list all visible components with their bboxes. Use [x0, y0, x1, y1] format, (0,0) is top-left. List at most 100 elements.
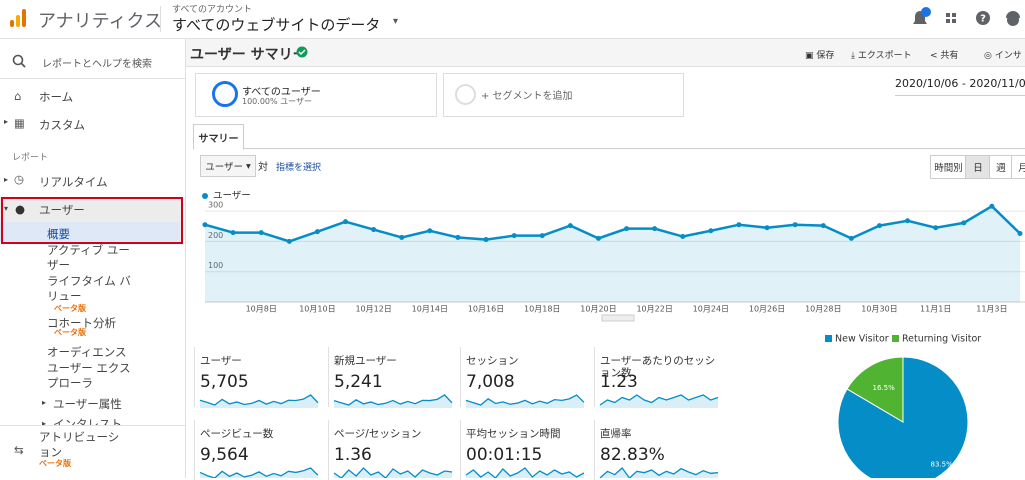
granularity-button[interactable]: 月: [1011, 155, 1025, 179]
sparkline: [599, 394, 719, 406]
add-segment-card[interactable]: [443, 73, 684, 117]
x-tick-label: 10月30日: [861, 305, 897, 314]
svg-text:?: ?: [980, 14, 986, 25]
beta-badge: ベータ版: [54, 304, 86, 313]
expand-arrow[interactable]: ▸: [4, 117, 9, 126]
metric-value: 9,564: [200, 445, 249, 465]
nav-subitem[interactable]: 概要: [47, 227, 70, 241]
report-title: ユーザー サマリー: [190, 47, 307, 63]
data-point: [848, 235, 854, 241]
metric-value: 5,241: [334, 372, 383, 392]
sparkline: [333, 467, 453, 478]
resize-handle: [601, 314, 635, 322]
pie-slice: [837, 356, 969, 478]
data-point: [652, 226, 658, 232]
sidebar: [0, 39, 186, 478]
data-point: [905, 218, 911, 224]
add-segment[interactable]: + セグメントを追加: [481, 91, 573, 102]
nav-item[interactable]: リアルタイム: [39, 175, 108, 189]
x-tick-label: 10月24日: [693, 305, 729, 314]
expand-arrow[interactable]: ▸: [4, 175, 9, 184]
legend-label: ユーザー: [213, 191, 251, 202]
legend-label: Returning Visitor: [902, 334, 981, 345]
help-icon[interactable]: [976, 11, 990, 25]
export-button[interactable]: ⤓ エクスポート: [851, 51, 912, 61]
y-tick-label: 100: [208, 261, 223, 270]
data-point: [820, 223, 826, 229]
data-point: [680, 234, 686, 240]
select-label: ユーザー: [205, 162, 243, 173]
search[interactable]: レポートとヘルプを検索: [42, 59, 152, 70]
section-title: レポート: [12, 153, 49, 163]
account[interactable]: すべてのアカウント: [172, 5, 253, 15]
sparkline: [199, 394, 319, 406]
dropdown-arrow[interactable]: ▾: [393, 16, 399, 27]
tile-divider: [594, 420, 595, 480]
tile-divider: [194, 420, 195, 480]
metric-label: セッション: [466, 355, 519, 367]
metric-label: ユーザーあたりのセッション数: [600, 355, 716, 379]
x-tick-label: 10月20日: [580, 305, 616, 314]
selected-item: [0, 222, 180, 242]
segment-card[interactable]: [195, 73, 437, 117]
granularity-button[interactable]: 週: [989, 155, 1013, 179]
x-tick-label: 10月22日: [636, 305, 672, 314]
nav-subitem[interactable]: ライフタイム バリュー: [47, 274, 131, 303]
date-range[interactable]: 2020/10/06 - 2020/11/04: [895, 77, 1025, 90]
tab[interactable]: サマリー: [193, 124, 244, 150]
nav-subitem[interactable]: ユーザー エクスプローラ: [47, 361, 131, 390]
x-tick-label: 10月8日: [246, 305, 277, 314]
segment-name: すべてのユーザー: [242, 87, 321, 98]
legend-swatch: [825, 335, 832, 342]
legend-label: New Visitor: [835, 334, 889, 345]
property[interactable]: すべてのウェブサイトのデータ: [172, 16, 381, 34]
data-point: [427, 228, 433, 234]
sparkline-area: [200, 468, 318, 478]
nav-item[interactable]: アトリビューション: [39, 430, 120, 459]
data-point: [764, 225, 770, 231]
search-icon: [12, 54, 26, 68]
expand-arrow[interactable]: ▸: [42, 398, 47, 407]
nav-item[interactable]: ホーム: [39, 90, 74, 104]
action-label: 共有: [940, 51, 959, 61]
beta-badge: ベータ版: [54, 328, 86, 337]
slice-label: 16.5%: [873, 384, 896, 392]
divider: [0, 425, 185, 426]
expand-arrow[interactable]: ▸: [42, 419, 47, 428]
data-point: [314, 229, 320, 235]
save-button[interactable]: ▣ 保存: [805, 51, 835, 61]
nav-subitem[interactable]: コホート分析: [47, 316, 116, 330]
nav-subitem[interactable]: オーディエンス: [47, 345, 127, 359]
beta-badge: ベータ版: [39, 459, 71, 468]
share-button[interactable]: < 共有: [930, 51, 959, 61]
nav-item[interactable]: カスタム: [39, 118, 85, 132]
nav-item[interactable]: ユーザー: [39, 203, 85, 217]
segment-ring: [455, 84, 476, 105]
collapse-arrow[interactable]: ▾: [4, 204, 9, 213]
metric-label: ページビュー数: [200, 428, 274, 440]
metric-label: ユーザー: [200, 355, 242, 367]
highlight-box: [1, 197, 183, 244]
sparkline-area: [600, 468, 718, 478]
select-metric-link[interactable]: 指標を選択: [276, 163, 322, 173]
tab-line: [193, 148, 1025, 149]
apps-icon[interactable]: [946, 13, 956, 23]
nav-subgroup[interactable]: ユーザー属性: [53, 397, 122, 411]
slice-label: 83.5%: [931, 461, 954, 469]
metric-value: 1.23: [600, 372, 638, 392]
nav-subitem[interactable]: アクティブ ユーザー: [47, 243, 130, 272]
data-point: [230, 230, 236, 236]
metric-select[interactable]: ユーザー ▾: [200, 155, 256, 177]
data-point: [286, 238, 292, 244]
sparkline-area: [466, 395, 584, 408]
granularity-button[interactable]: 時間別: [930, 155, 967, 179]
insights-button[interactable]: ◎ インサ: [984, 51, 1022, 61]
nav-subgroup[interactable]: インタレスト: [53, 417, 122, 426]
plot-background: [205, 199, 1025, 302]
sparkline: [333, 394, 453, 406]
data-point: [511, 233, 517, 239]
pie-slice: [846, 356, 904, 423]
sparkline-area: [600, 395, 718, 408]
granularity-button[interactable]: 日: [965, 155, 991, 179]
